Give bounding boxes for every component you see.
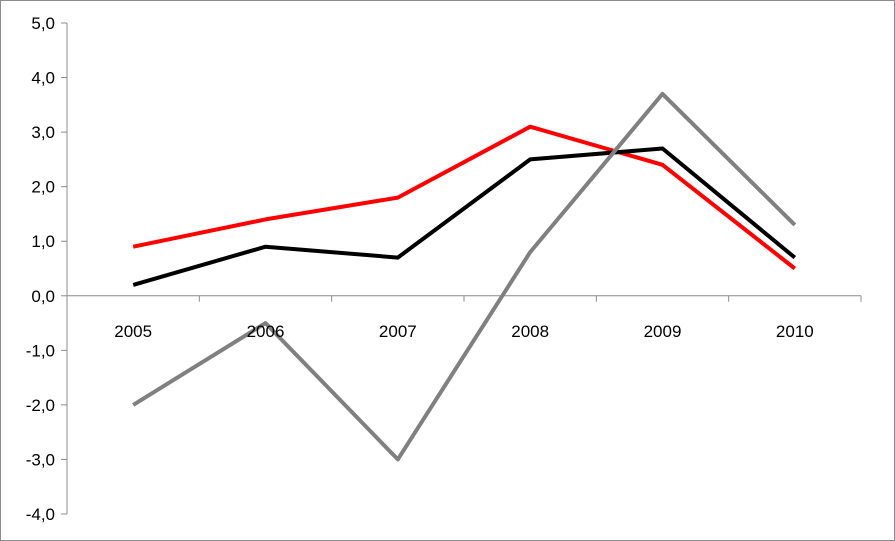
series-line-3 [132, 91, 797, 462]
series-lines [132, 91, 797, 462]
y-tick-label: 4,0 [31, 69, 55, 88]
y-tick-label: 5,0 [31, 14, 55, 33]
series-line-1 [132, 124, 797, 271]
y-tick-label: 2,0 [31, 178, 55, 197]
axes [61, 22, 862, 515]
y-tick-label: 1,0 [31, 232, 55, 251]
y-tick-label: 3,0 [31, 123, 55, 142]
x-tick-label: 2006 [247, 322, 285, 341]
tick-labels: 5,0 4,0 3,0 2,0 1,0 0,0 -1,0 -2,0 -3,0 -4,0 2005 20… [26, 14, 814, 524]
y-tick-label: 0,0 [31, 287, 55, 306]
x-tick-label: 2010 [776, 322, 814, 341]
x-tick-label: 2007 [379, 322, 417, 341]
x-tick-label: 2008 [511, 322, 549, 341]
y-tick-label: -4,0 [26, 505, 55, 524]
y-tick-label: -2,0 [26, 396, 55, 415]
y-tick-label: -3,0 [26, 450, 55, 469]
y-tick-label: -1,0 [26, 341, 55, 360]
x-tick-label: 2005 [114, 322, 152, 341]
x-tick-label: 2009 [644, 322, 682, 341]
series-line-2 [132, 146, 797, 287]
